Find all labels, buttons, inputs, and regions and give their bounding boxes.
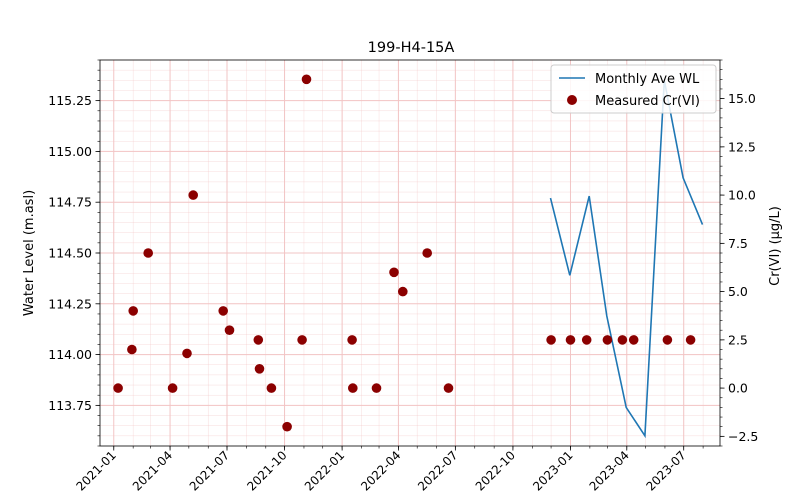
- data-point-cr-vi: [602, 335, 613, 345]
- y-right-tick-label: −2.5: [728, 429, 758, 444]
- legend-label-cr: Measured Cr(VI): [595, 94, 700, 109]
- y-left-tick-label: 114.75: [48, 195, 92, 210]
- grid: [100, 59, 720, 447]
- y-right-tick-label: 5.0: [728, 284, 748, 299]
- x-tick-label: 2023-07: [643, 448, 688, 493]
- data-point-cr-vi: [389, 267, 399, 278]
- x-tick-label: 2022-07: [415, 448, 460, 493]
- y-right-tick-label: 0.0: [728, 381, 748, 396]
- data-point-cr-vi: [253, 335, 264, 345]
- data-point-cr-vi: [347, 335, 357, 345]
- data-point-cr-vi: [113, 383, 123, 393]
- data-point-cr-vi: [443, 383, 454, 393]
- legend: Monthly Ave WL Measured Cr(VI): [550, 64, 717, 114]
- y-axis-left-label: Water Level (m.asl): [22, 190, 37, 316]
- x-tick-label: 2021-04: [130, 448, 175, 493]
- data-point-cr-vi: [398, 286, 408, 297]
- data-point-cr-vi: [143, 248, 153, 258]
- y-left-tick-label: 114.50: [48, 246, 92, 261]
- data-point-cr-vi: [297, 335, 307, 345]
- y-left-tick-label: 115.00: [48, 144, 92, 159]
- data-point-cr-vi: [218, 306, 228, 316]
- legend-box: [550, 64, 717, 114]
- data-point-cr-vi: [254, 364, 265, 374]
- data-point-cr-vi: [224, 325, 235, 336]
- data-point-cr-vi: [282, 421, 292, 432]
- data-point-cr-vi: [685, 335, 696, 345]
- data-point-cr-vi: [546, 335, 556, 345]
- y-right-tick-label: 7.5: [728, 236, 748, 251]
- y-left-tick-label: 114.25: [48, 296, 92, 311]
- x-tick-label: 2022-04: [358, 448, 403, 493]
- x-tick-label: 2022-01: [302, 448, 347, 493]
- chart-title: 199-H4-15A: [368, 40, 455, 56]
- x-tick-label: 2022-10: [473, 448, 518, 493]
- series-line-monthly-ave-wl: [549, 80, 704, 439]
- data-point-cr-vi: [628, 335, 639, 345]
- axes: 2021-01 2021-04 2021-07 2021-10 2022-01 2022-…: [48, 59, 758, 494]
- data-point-cr-vi: [266, 383, 277, 393]
- series-lines: [549, 80, 704, 439]
- y-right-tick-label: 10.0: [728, 188, 756, 203]
- legend-marker-swatch: [567, 95, 577, 105]
- data-point-cr-vi: [188, 190, 198, 200]
- data-point-cr-vi: [128, 306, 138, 316]
- data-point-cr-vi: [301, 74, 312, 85]
- y-right-tick-label: 15.0: [728, 91, 756, 106]
- y-left-tick-label: 113.75: [48, 398, 92, 413]
- x-tick-label: 2021-10: [244, 448, 289, 493]
- data-point-cr-vi: [617, 335, 628, 345]
- data-point-cr-vi: [348, 383, 358, 393]
- y-right-tick-label: 12.5: [728, 139, 756, 154]
- data-point-cr-vi: [371, 383, 382, 393]
- legend-label-wl: Monthly Ave WL: [595, 72, 700, 87]
- data-point-cr-vi: [422, 248, 433, 258]
- data-point-cr-vi: [127, 344, 137, 355]
- x-tick-label: 2021-01: [74, 448, 119, 493]
- data-point-cr-vi: [581, 335, 592, 345]
- data-point-cr-vi: [565, 335, 576, 345]
- x-tick-label: 2023-04: [587, 448, 632, 493]
- y-right-tick-label: 2.5: [728, 332, 748, 347]
- series-points: [113, 74, 696, 432]
- data-point-cr-vi: [182, 348, 192, 359]
- x-tick-label: 2023-01: [530, 448, 575, 493]
- data-point-cr-vi: [167, 383, 178, 393]
- y-left-tick-label: 114.00: [48, 347, 92, 362]
- y-axis-right-label: Cr(VI) (µg/L): [768, 206, 783, 286]
- x-tick-label: 2021-07: [187, 448, 232, 493]
- y-left-tick-label: 115.25: [48, 93, 92, 108]
- data-point-cr-vi: [662, 335, 673, 345]
